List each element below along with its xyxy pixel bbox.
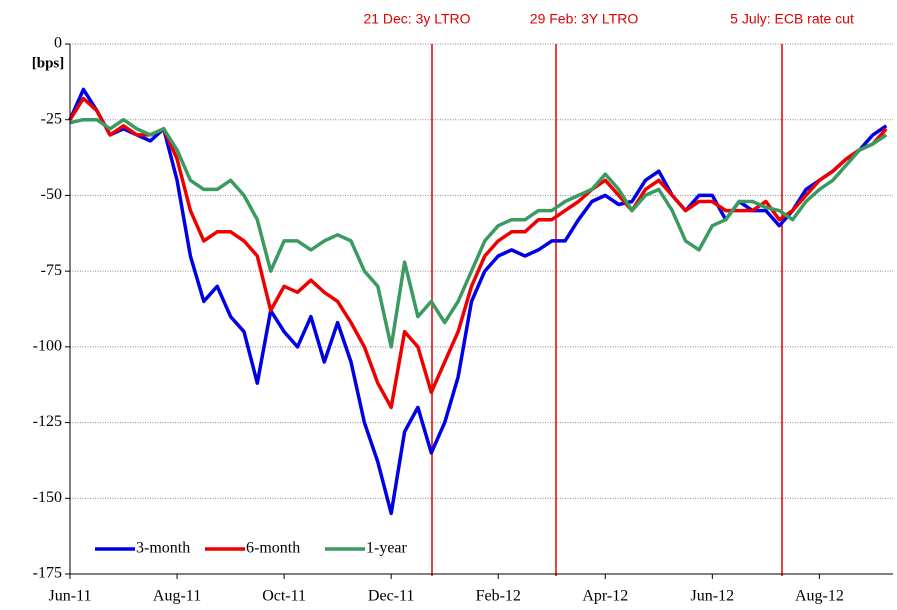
- annotation: 21 Dec: 3y LTRO: [363, 11, 470, 27]
- y-tick-label: -125: [33, 413, 62, 430]
- x-tick-label: Aug-11: [153, 588, 201, 605]
- annotation: 5 July: ECB rate cut: [730, 11, 854, 27]
- y-tick-label: -75: [41, 262, 62, 279]
- x-tick-label: Oct-11: [262, 588, 306, 605]
- y-tick-label: -150: [33, 489, 62, 506]
- y-tick-label: 0: [54, 35, 62, 52]
- x-tick-label: Feb-12: [476, 588, 521, 605]
- y-tick-label: -25: [41, 110, 62, 127]
- x-tick-label: Aug-12: [795, 588, 844, 605]
- y-tick-label: -175: [33, 565, 62, 582]
- series-line: [69, 117, 888, 349]
- legend-label: 1-year: [366, 540, 408, 557]
- x-tick-label: Jun-11: [49, 588, 92, 605]
- legend-label: 6-month: [246, 540, 300, 557]
- y-tick-label: -50: [41, 186, 62, 203]
- y-axis-label: [bps]: [32, 55, 65, 71]
- x-tick-label: Jun-12: [691, 588, 735, 605]
- annotation: 29 Feb: 3Y LTRO: [530, 11, 639, 27]
- x-tick-label: Apr-12: [582, 588, 628, 605]
- y-tick-label: -100: [33, 338, 62, 355]
- x-tick-label: Dec-11: [368, 588, 415, 605]
- series-line: [68, 87, 888, 516]
- series-line: [68, 96, 888, 410]
- legend-label: 3-month: [136, 540, 190, 557]
